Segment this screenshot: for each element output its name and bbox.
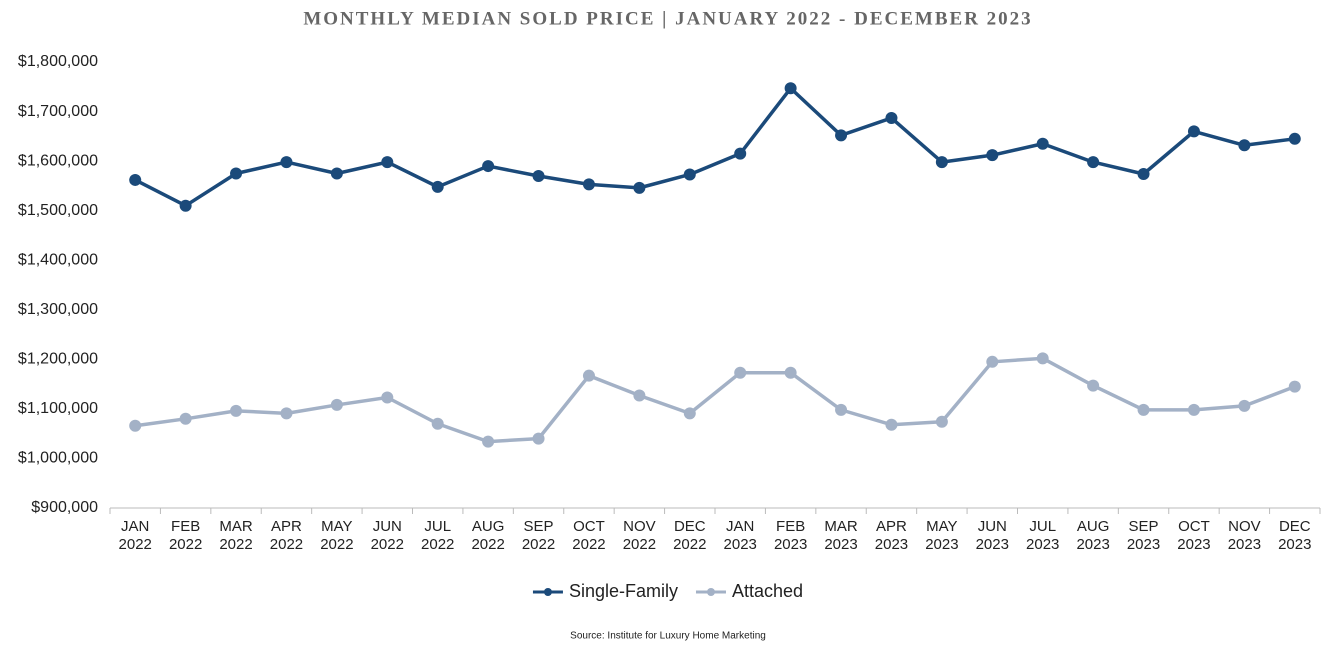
point <box>885 111 898 124</box>
point <box>1187 403 1200 416</box>
x-tick-label: SEP 2023 <box>1126 518 1161 553</box>
point <box>1087 156 1100 169</box>
legend-label: Single-Family <box>569 581 678 601</box>
point <box>1238 139 1251 152</box>
x-tick-label: MAY 2022 <box>320 518 354 553</box>
source: Source: Institute for Luxury Home Market… <box>570 631 766 642</box>
y-tick-label: $900,000 <box>31 499 98 516</box>
y-tick-label: $1,300,000 <box>18 301 98 318</box>
point <box>986 149 999 162</box>
point <box>835 403 848 416</box>
x-tick-label: AUG 2022 <box>471 518 505 553</box>
x-tick-label: APR 2022 <box>269 518 304 553</box>
point <box>381 391 394 404</box>
point <box>179 199 192 212</box>
x-tick-label: OCT 2023 <box>1177 518 1211 553</box>
point <box>734 366 747 379</box>
point <box>280 407 293 420</box>
x-tick-label: APR 2023 <box>874 518 909 553</box>
point <box>1036 352 1049 365</box>
point <box>1238 399 1251 412</box>
point <box>1087 379 1100 392</box>
point <box>280 156 293 169</box>
point <box>935 156 948 169</box>
y-tick-label: $1,700,000 <box>18 103 98 120</box>
x-tick-label: DEC 2023 <box>1278 518 1312 553</box>
point <box>330 398 343 411</box>
point <box>179 412 192 425</box>
x-tick-label: NOV 2022 <box>622 518 657 553</box>
legend-marker <box>543 588 552 596</box>
x-tick-label: JUN 2022 <box>370 518 404 553</box>
point <box>582 178 595 191</box>
x-tick-label: FEB 2022 <box>168 518 203 553</box>
x-tick-label: JUL 2022 <box>421 518 455 553</box>
point <box>885 418 898 431</box>
point <box>1288 132 1301 145</box>
legend-marker <box>706 588 715 596</box>
point <box>734 147 747 160</box>
point <box>1137 167 1150 180</box>
point <box>986 355 999 368</box>
point <box>784 366 797 379</box>
point <box>683 407 696 420</box>
point <box>129 173 142 186</box>
point <box>935 415 948 428</box>
y-tick-label: $1,800,000 <box>18 53 98 70</box>
point <box>633 181 646 194</box>
chart-title: MONTHLY MEDIAN SOLD PRICE | JANUARY 2022… <box>303 8 1032 29</box>
point <box>129 419 142 432</box>
point <box>582 369 595 382</box>
x-tick-label: NOV 2023 <box>1227 518 1262 553</box>
point <box>482 435 495 448</box>
x-tick-label: OCT 2022 <box>572 518 606 553</box>
x-tick-label: MAR 2022 <box>219 518 253 553</box>
point <box>1036 137 1049 150</box>
point <box>431 417 444 430</box>
x-tick-label: AUG 2023 <box>1076 518 1110 553</box>
series-line <box>134 86 1296 208</box>
x-tick-label: JUN 2023 <box>975 518 1009 553</box>
point <box>1187 125 1200 138</box>
point <box>230 404 243 417</box>
y-tick-label: $1,100,000 <box>18 400 98 417</box>
point <box>431 180 444 193</box>
x-tick-label: SEP 2022 <box>521 518 556 553</box>
point <box>784 82 797 95</box>
point <box>532 169 545 182</box>
y-tick-label: $1,600,000 <box>18 152 98 169</box>
x-tick-label: DEC 2022 <box>673 518 707 553</box>
y-tick-label: $1,400,000 <box>18 251 98 268</box>
legend-label: Attached <box>732 581 803 601</box>
y-tick-label: $1,200,000 <box>18 351 98 368</box>
x-tick-label: FEB 2023 <box>773 518 808 553</box>
x-tick-label: JAN 2023 <box>723 518 757 553</box>
point <box>482 160 495 173</box>
point <box>633 389 646 402</box>
point <box>230 167 243 180</box>
point <box>330 167 343 180</box>
point <box>683 168 696 181</box>
x-tick-label: JAN 2022 <box>118 518 152 553</box>
series-line <box>134 356 1296 444</box>
x-tick-label: MAY 2023 <box>925 518 959 553</box>
point <box>835 129 848 142</box>
x-tick-label: JUL 2023 <box>1026 518 1060 553</box>
x-tick-label: MAR 2023 <box>824 518 858 553</box>
point <box>381 156 394 169</box>
point <box>1137 403 1150 416</box>
y-tick-label: $1,500,000 <box>18 202 98 219</box>
point <box>1288 380 1301 393</box>
point <box>532 432 545 445</box>
y-tick-label: $1,000,000 <box>18 450 98 467</box>
